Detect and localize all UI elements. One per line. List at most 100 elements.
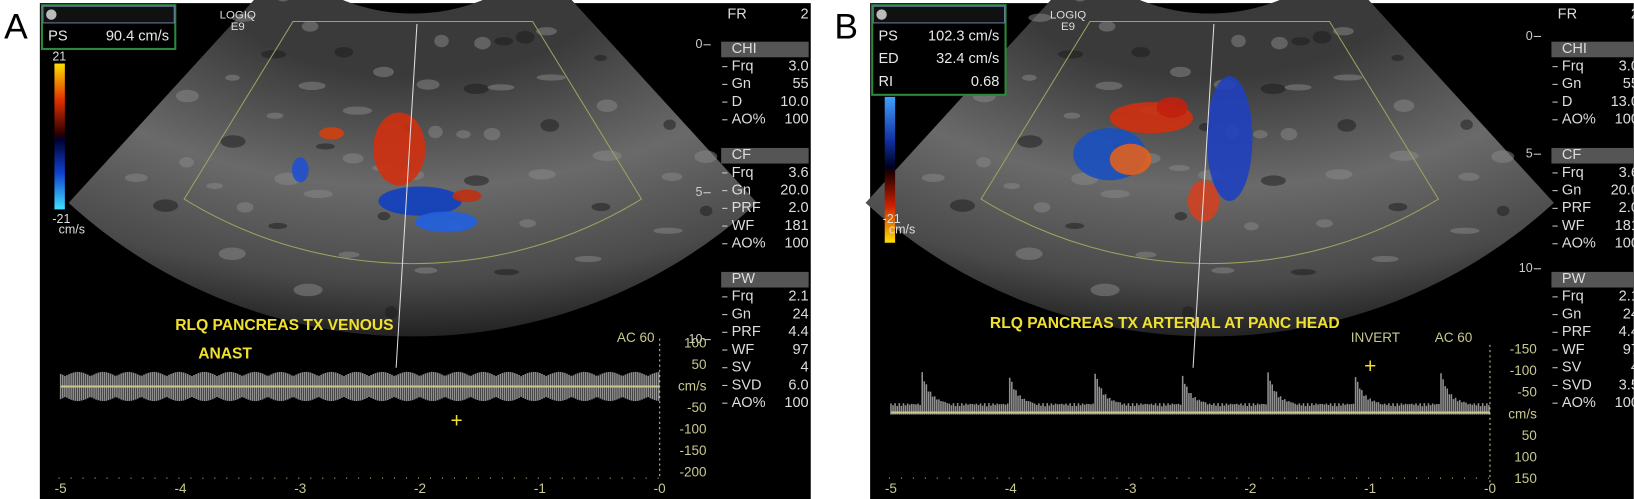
settings-title: CF [732, 147, 752, 163]
setting-name: Gn [732, 182, 751, 198]
icon [876, 9, 887, 20]
tissue-speckle [1181, 306, 1195, 319]
velocity-tick: cm/s [678, 378, 707, 393]
logo: LOGIQ [220, 10, 256, 22]
tissue-speckle [594, 54, 607, 62]
setting-value: 2.1 [788, 289, 808, 305]
time-tick: -1 [534, 481, 546, 496]
settings-header [1551, 41, 1634, 58]
tissue-speckle [1316, 219, 1333, 228]
tissue-speckle [231, 13, 255, 22]
setting-name: PRF [1562, 324, 1591, 340]
color-bar [54, 63, 65, 210]
panel-label: B [834, 7, 858, 47]
tissue-speckle [266, 112, 284, 119]
logo: E9 [1061, 21, 1075, 33]
tissue-speckle [301, 21, 319, 32]
setting-value: 4.4 [788, 324, 808, 340]
frame-rate-label: FR [727, 6, 746, 22]
tissue-speckle [1174, 211, 1188, 221]
setting-name: Gn [732, 306, 751, 322]
velocity-tick: cm/s [1508, 406, 1537, 421]
tissue-speckle [428, 125, 443, 139]
setting-name: SVD [732, 377, 762, 393]
setting-value: 100 [784, 395, 808, 411]
tissue-speckle [434, 34, 449, 48]
tissue-speckle [1280, 127, 1298, 141]
time-tick: -0 [1484, 481, 1496, 496]
tissue-speckle [474, 36, 491, 50]
time-tick: -5 [55, 481, 67, 496]
settings-header [721, 147, 809, 164]
tissue-speckle [225, 74, 240, 81]
tissue-speckle [1063, 112, 1081, 119]
tissue-speckle [921, 173, 945, 182]
time-tick: -1 [1364, 481, 1376, 496]
settings-title: PW [1562, 271, 1586, 287]
measurement-value: 32.4 cm/s [936, 51, 999, 67]
velocity-tick: -150 [1510, 342, 1537, 357]
tissue-speckle [574, 255, 602, 263]
tissue-speckle [463, 83, 489, 94]
setting-name: WF [1562, 218, 1585, 234]
setting-name: AO% [1562, 395, 1596, 411]
tissue-speckle [661, 172, 683, 181]
settings-title: CHI [1562, 41, 1587, 57]
logo: LOGIQ [1050, 10, 1086, 22]
tissue-speckle [1260, 83, 1286, 94]
setting-value: 100 [784, 112, 808, 128]
flow-color [414, 211, 478, 233]
setting-value: 100 [1615, 395, 1634, 411]
measurement-name: PS [48, 28, 68, 44]
setting-value: 3.6 [788, 165, 808, 181]
depth-tick: 10 [1519, 261, 1533, 275]
tissue-speckle [268, 222, 288, 230]
depth-tick: 5 [695, 185, 702, 199]
setting-name: WF [732, 218, 755, 234]
tissue-speckle [236, 202, 254, 213]
setting-value: 97 [1623, 342, 1634, 358]
tissue-speckle [1065, 222, 1085, 230]
depth-tick: 0 [1526, 29, 1533, 43]
tissue-speckle [1131, 46, 1151, 58]
tissue-speckle [1491, 150, 1515, 163]
tissue-speckle [384, 306, 398, 319]
time-tick: -0 [654, 481, 666, 496]
tissue-speckle [1135, 251, 1157, 258]
velocity-tick: -150 [679, 443, 706, 458]
tissue-speckle [663, 119, 676, 130]
depth-tick: 10 [689, 332, 703, 346]
tissue-speckle [1100, 189, 1130, 199]
setting-value: 13.0 [1611, 94, 1634, 110]
tissue-speckle [515, 31, 535, 44]
setting-value: 20.0 [1611, 182, 1634, 198]
velocity-tick: 50 [692, 357, 707, 372]
tissue-speckle [278, 0, 289, 2]
measurement-value: 102.3 cm/s [928, 28, 999, 44]
velocity-tick: -100 [1510, 363, 1537, 378]
setting-value: 10.0 [780, 94, 808, 110]
setting-name: AO% [1562, 236, 1596, 252]
settings-header [1551, 271, 1634, 288]
setting-value: 24 [1623, 306, 1634, 322]
measurement-value: 0.68 [971, 74, 999, 90]
setting-name: PRF [732, 324, 761, 340]
setting-name: AO% [732, 395, 766, 411]
tissue-speckle [463, 175, 489, 186]
setting-name: AO% [1562, 112, 1596, 128]
setting-value: 24 [792, 306, 808, 322]
tissue-speckle [1290, 268, 1316, 276]
tissue-speckle [342, 153, 364, 164]
color-scale-label: -21 [883, 212, 901, 226]
setting-value: 2.0 [788, 200, 808, 216]
setting-name: Frq [732, 59, 754, 75]
cursor-line [1192, 23, 1215, 368]
tissue-speckle [1090, 283, 1120, 297]
tissue-speckle [414, 267, 438, 274]
tissue-speckle [1496, 205, 1510, 217]
setting-value: 2.1 [1619, 289, 1634, 305]
tissue-speckle [377, 211, 391, 221]
setting-value: 97 [792, 342, 808, 358]
setting-value: 3.5 [1619, 377, 1634, 393]
